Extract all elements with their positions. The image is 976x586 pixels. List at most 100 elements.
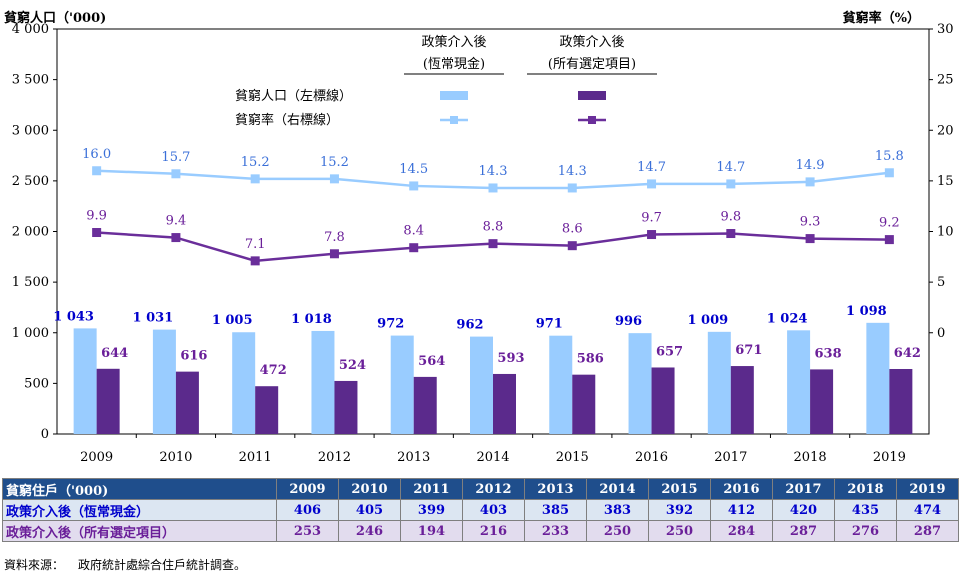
line-point xyxy=(488,183,498,193)
line-value-label: 14.9 xyxy=(796,158,825,173)
table-year: 2009 xyxy=(276,478,339,500)
line-point xyxy=(488,239,498,249)
right-tick-label: 5 xyxy=(937,275,945,290)
bar-value-label: 472 xyxy=(260,363,287,378)
bar-value-label: 972 xyxy=(377,317,404,332)
table-cell: 406 xyxy=(276,499,339,521)
line-value-label: 14.7 xyxy=(637,160,666,175)
bar xyxy=(390,335,414,434)
left-tick-label: 2 000 xyxy=(12,225,49,240)
line-value-label: 15.2 xyxy=(241,155,270,170)
left-tick-label: 2 500 xyxy=(12,174,49,189)
bar xyxy=(628,333,652,434)
legend-bar-swatch-cash xyxy=(440,91,468,100)
table-cell: 435 xyxy=(834,499,897,521)
bar-value-label: 642 xyxy=(894,346,921,361)
table-row-label: 政策介入後（恆常現金） xyxy=(2,499,277,521)
source-label: 資料來源： xyxy=(4,558,65,572)
line-value-label: 14.5 xyxy=(399,162,428,177)
bar xyxy=(470,336,493,434)
table-cell: 253 xyxy=(276,520,339,542)
table-header-label: 貧窮住戶（'000) xyxy=(2,478,277,500)
left-tick-label: 0 xyxy=(41,427,49,442)
table-cell: 420 xyxy=(772,499,835,521)
line-point xyxy=(171,233,181,243)
legend-row2-label: 貧窮率（右標線） xyxy=(235,112,339,128)
x-tick-label: 2010 xyxy=(159,450,192,465)
table-cell: 287 xyxy=(896,520,959,542)
chart-axes: 0 500 1 000 1 500 2 000 2 500 3 000 3 500 4 000 0… xyxy=(12,22,954,465)
table-row: 政策介入後（所有選定項目） 253 246 194 216 233 250 25… xyxy=(2,520,959,542)
x-tick-label: 2014 xyxy=(476,450,509,465)
table-cell: 216 xyxy=(462,520,525,542)
table-cell: 392 xyxy=(648,499,711,521)
table-year: 2011 xyxy=(400,478,463,500)
line-point xyxy=(250,256,260,266)
line-point xyxy=(884,235,894,245)
bar xyxy=(572,374,596,434)
bar xyxy=(787,330,811,434)
legend-row1-label: 貧窮人口（左標線） xyxy=(235,88,352,104)
table-cell: 385 xyxy=(524,499,587,521)
table-cell: 287 xyxy=(772,520,835,542)
x-tick-label: 2016 xyxy=(635,450,668,465)
table-year: 2015 xyxy=(648,478,711,500)
line-point xyxy=(567,241,577,251)
line-point xyxy=(329,249,339,259)
table-cell: 276 xyxy=(834,520,897,542)
line-point xyxy=(805,234,815,244)
bar-value-label: 1 031 xyxy=(133,311,174,326)
right-tick-label: 25 xyxy=(937,73,954,88)
line-point xyxy=(250,174,260,184)
bar-value-label: 1 005 xyxy=(212,313,253,328)
line-value-label: 15.2 xyxy=(320,155,349,170)
bar-value-label: 1 098 xyxy=(846,304,887,319)
table-cell: 403 xyxy=(462,499,525,521)
bar-value-label: 586 xyxy=(577,352,604,367)
bar xyxy=(730,366,754,434)
chart-bars xyxy=(73,322,913,434)
line-point xyxy=(171,169,181,179)
chart-data-labels: 1 043 1 031 1 005 1 018 972 962 971 996 1 009 1 0… xyxy=(53,147,921,378)
bar xyxy=(810,369,834,434)
bar xyxy=(866,322,890,434)
table-row-label: 政策介入後（所有選定項目） xyxy=(2,520,277,542)
bar xyxy=(334,380,358,434)
line-point xyxy=(329,174,339,184)
bar-value-label: 524 xyxy=(339,358,366,373)
bar-value-label: 657 xyxy=(656,344,683,359)
left-tick-label: 4 000 xyxy=(12,22,49,37)
line-point xyxy=(805,177,815,187)
bar-value-label: 962 xyxy=(456,318,483,333)
legend-col2-subtitle: (所有選定項目) xyxy=(548,57,636,72)
bar xyxy=(73,328,97,434)
line-point xyxy=(409,181,419,191)
line-value-label: 9.2 xyxy=(879,216,900,231)
table-year: 2014 xyxy=(586,478,649,500)
bar-value-label: 996 xyxy=(615,314,642,329)
table-cell: 405 xyxy=(338,499,401,521)
bar-value-label: 1 009 xyxy=(687,313,728,328)
x-tick-label: 2018 xyxy=(794,450,827,465)
line-point xyxy=(647,179,657,189)
right-axis-title: 貧窮率（%） xyxy=(843,10,920,26)
bar-value-label: 638 xyxy=(815,346,842,361)
line-point xyxy=(726,229,736,239)
line-point xyxy=(884,168,894,178)
table-cell: 399 xyxy=(400,499,463,521)
source-note: 資料來源： 政府統計處綜合住戶統計調查。 xyxy=(4,556,260,573)
x-tick-label: 2019 xyxy=(873,450,906,465)
bar xyxy=(232,332,256,434)
line-point xyxy=(409,243,419,253)
table-year: 2013 xyxy=(524,478,587,500)
x-tick-label: 2017 xyxy=(714,450,747,465)
table-cell: 250 xyxy=(586,520,649,542)
bar xyxy=(493,373,516,434)
line-point xyxy=(647,230,657,240)
table-year: 2018 xyxy=(834,478,897,500)
table-cell: 383 xyxy=(586,499,649,521)
x-tick-label: 2012 xyxy=(318,450,351,465)
line-value-label: 16.0 xyxy=(82,147,111,162)
table-year: 2019 xyxy=(896,478,959,500)
table-row: 政策介入後（恆常現金） 406 405 399 403 385 383 392 … xyxy=(2,499,959,521)
